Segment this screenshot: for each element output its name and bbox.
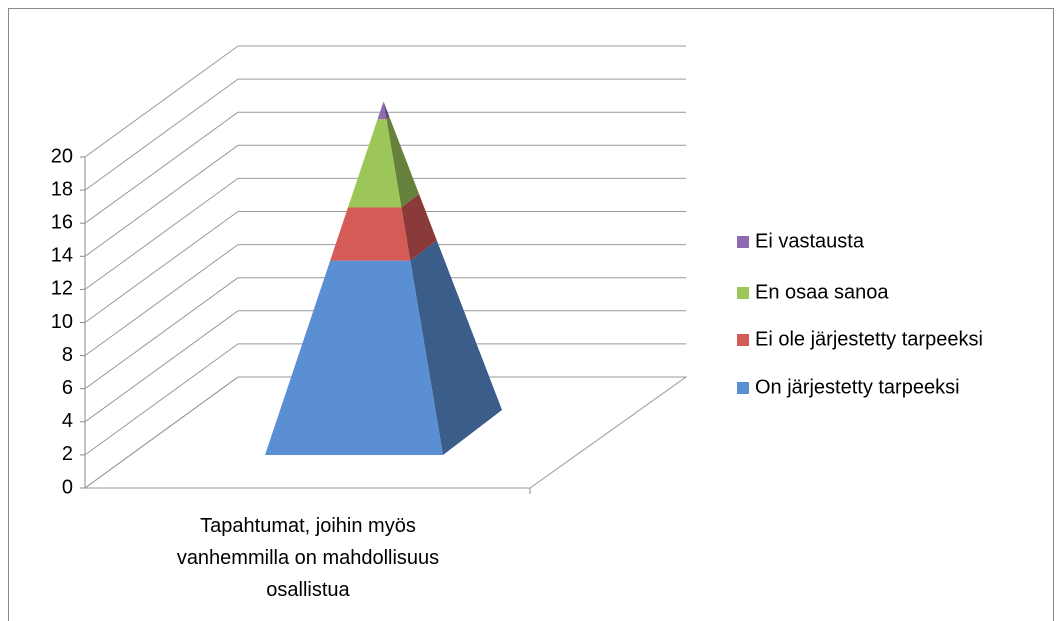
y-tick-label: 4 <box>62 410 73 432</box>
y-tick-label: 20 <box>51 145 73 167</box>
y-tick-label: 0 <box>62 476 73 498</box>
y-tick-label: 8 <box>62 344 73 366</box>
pyramid-segment <box>330 207 411 261</box>
chart-border <box>8 8 1054 621</box>
grid-line <box>84 310 239 423</box>
pyramid-segment <box>347 119 402 208</box>
y-tick-label: 2 <box>62 443 73 465</box>
legend-swatch <box>737 287 749 299</box>
pyramid-segment-side <box>410 240 502 455</box>
legend-swatch <box>737 382 749 394</box>
legend-label: Ei ole järjestetty tarpeeksi <box>755 328 983 350</box>
grid-line <box>84 111 239 224</box>
y-tick-label: 18 <box>51 178 73 200</box>
grid-line <box>84 45 239 158</box>
y-tick-label: 14 <box>51 245 73 267</box>
grid-line <box>84 177 239 290</box>
y-tick-label: 10 <box>51 311 73 333</box>
grid-line <box>84 144 239 257</box>
grid-line <box>84 343 239 456</box>
grid-line <box>84 244 239 357</box>
y-tick-label: 6 <box>62 377 73 399</box>
grid-line <box>84 211 239 323</box>
y-tick-label: 12 <box>51 278 73 300</box>
pyramid-segment-side <box>401 194 437 261</box>
pyramid-segment-side <box>386 116 420 208</box>
pyramid-segment <box>377 101 387 120</box>
grid-line <box>84 78 239 191</box>
pyramid-segment-side <box>383 101 390 120</box>
legend-label: Ei vastausta <box>755 230 865 252</box>
legend-swatch <box>737 236 749 248</box>
legend-label: On järjestetty tarpeeksi <box>755 376 960 398</box>
y-tick-label: 16 <box>51 211 73 233</box>
x-tick-label: Tapahtumat, joihin myös vanhemmilla on m… <box>176 515 440 601</box>
legend-label: En osaa sanoa <box>755 281 889 303</box>
grid-line <box>84 277 239 390</box>
pyramid-segment <box>265 260 443 455</box>
legend-swatch <box>737 334 749 346</box>
grid-line <box>84 376 239 489</box>
